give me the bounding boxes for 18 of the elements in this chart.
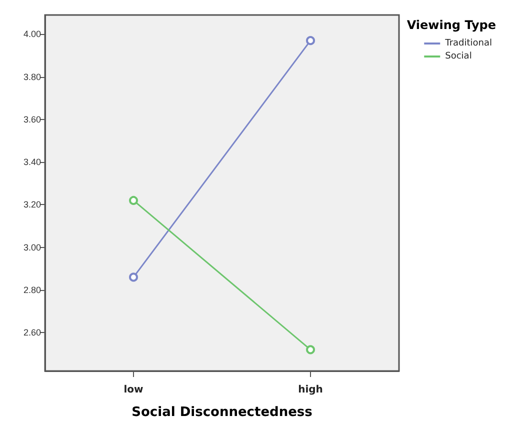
y-tick-label: 3.40 xyxy=(23,157,41,168)
point xyxy=(129,196,138,205)
x-axis-title: Social Disconnectedness xyxy=(132,405,313,420)
y-tick-label: 3.60 xyxy=(23,114,41,124)
point xyxy=(306,345,315,354)
legend-label: Traditional xyxy=(444,38,492,48)
legend-label: Social xyxy=(445,52,472,62)
point xyxy=(129,272,138,282)
legend-title: Viewing Type xyxy=(406,18,496,32)
y-tick-label: 3.80 xyxy=(23,72,41,82)
y-tick-label: 2.80 xyxy=(23,284,41,295)
y-tick-label: 3.20 xyxy=(23,200,41,210)
x-tick-label: high xyxy=(298,384,323,396)
y-tick-label: 3.00 xyxy=(23,242,41,252)
y-tick-label: 4.00 xyxy=(23,29,41,40)
point xyxy=(306,36,315,46)
x-tick-label: low xyxy=(124,384,144,396)
y-tick-label: 2.60 xyxy=(23,328,41,338)
